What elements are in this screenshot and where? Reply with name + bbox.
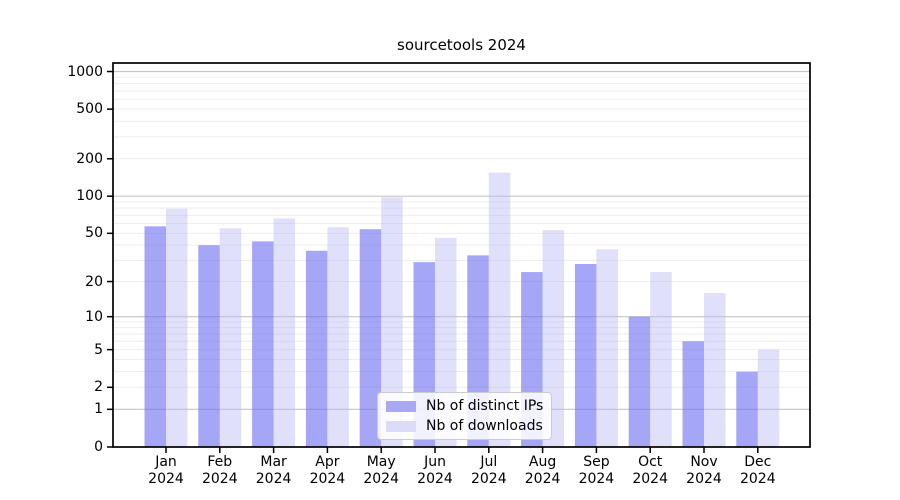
y-tick-label: 100 [76, 188, 103, 205]
y-tick-label: 1000 [67, 63, 103, 80]
chart-title: sourcetools 2024 [397, 36, 526, 54]
x-tick-label: Jun 2024 [417, 454, 453, 487]
legend-item: Nb of distinct IPs [386, 398, 543, 414]
x-tick-label: Dec 2024 [739, 454, 776, 487]
bar-distinct-ips [359, 229, 382, 447]
legend: Nb of distinct IPs Nb of downloads [377, 392, 553, 440]
bar-downloads [704, 293, 726, 447]
bar-distinct-ips [736, 371, 758, 447]
bar-distinct-ips [252, 241, 274, 447]
bar-downloads [488, 172, 511, 447]
y-tick-label: 0 [94, 439, 103, 455]
bar-distinct-ips [305, 250, 328, 447]
y-tick-label: 10 [85, 308, 103, 325]
y-tick-label: 200 [76, 150, 103, 167]
y-tick-label: 5 [94, 341, 103, 358]
legend-swatch-distinct-ips [386, 400, 416, 412]
bar-downloads [596, 249, 618, 447]
bar-distinct-ips [574, 263, 597, 447]
x-tick-label: Jul 2024 [470, 454, 507, 487]
bar-downloads [273, 218, 296, 447]
x-tick-label: Sep 2024 [578, 454, 615, 487]
legend-item-label: Nb of downloads [426, 418, 543, 434]
y-tick-label: 20 [85, 273, 103, 290]
x-tick-label: Jan 2024 [148, 454, 184, 487]
bar-downloads [757, 349, 780, 447]
x-tick-label: Nov 2024 [686, 454, 722, 487]
y-tick-label: 500 [76, 101, 103, 118]
bar-downloads [166, 208, 188, 447]
y-tick-label: 50 [85, 225, 103, 242]
bar-downloads [650, 272, 672, 447]
bar-distinct-ips [144, 226, 166, 447]
bar-distinct-ips [682, 341, 704, 447]
bar-distinct-ips [628, 316, 651, 447]
y-tick-label: 2 [94, 379, 103, 396]
bar-distinct-ips [198, 245, 220, 447]
legend-item: Nb of downloads [386, 418, 543, 434]
legend-item-label: Nb of distinct IPs [426, 398, 544, 414]
x-tick-label: Aug 2024 [524, 454, 561, 487]
legend-swatch-downloads [386, 420, 416, 432]
bar-downloads [381, 197, 403, 447]
x-tick-label: Oct 2024 [632, 454, 668, 487]
y-tick-label: 1 [94, 401, 103, 418]
plot-spines [112, 62, 811, 448]
x-tick-label: May 2024 [363, 454, 399, 487]
x-tick-label: Mar 2024 [255, 454, 292, 487]
x-tick-label: Feb 2024 [201, 454, 238, 487]
x-tick-label: Apr 2024 [309, 454, 346, 487]
bar-downloads [327, 227, 349, 447]
bar-downloads [219, 228, 242, 447]
